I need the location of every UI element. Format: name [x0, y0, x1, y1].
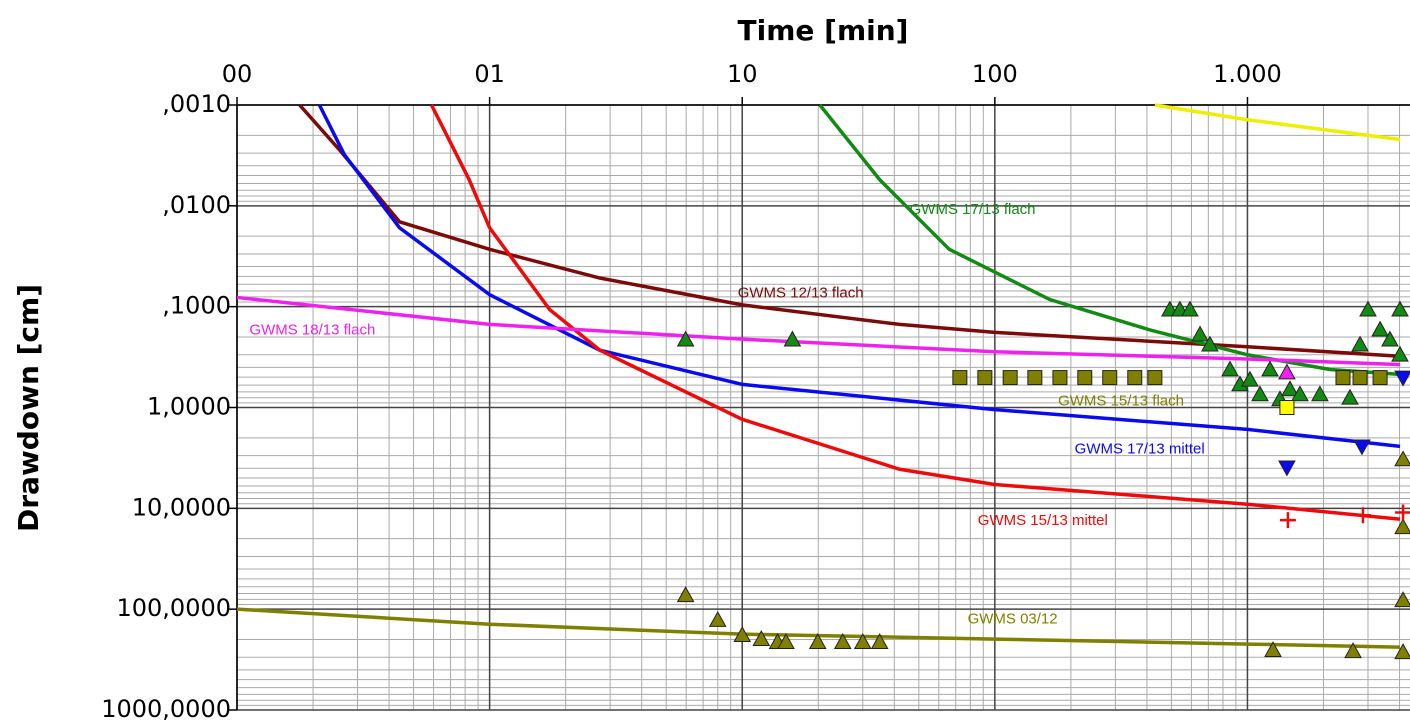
x-tick-label: 01 [474, 60, 505, 88]
marker [1394, 591, 1410, 608]
curve-label: GWMS 03/12 [968, 610, 1058, 627]
y-tick-label: ,1000 [162, 292, 231, 320]
marker [1391, 345, 1409, 362]
marker [1359, 300, 1377, 317]
marker [1251, 385, 1269, 402]
y-axis-label: Drawdown [cm] [12, 284, 45, 532]
marker [1052, 370, 1068, 386]
marker [977, 370, 993, 386]
marker [1394, 370, 1410, 387]
marker [1201, 335, 1219, 352]
marker [1127, 370, 1143, 386]
marker [1344, 642, 1362, 659]
marker [808, 633, 827, 649]
x-tick-label: 10 [727, 60, 758, 88]
marker [1381, 330, 1399, 347]
marker [1352, 370, 1368, 386]
marker [777, 633, 795, 649]
marker [1279, 512, 1296, 529]
marker [1261, 360, 1279, 377]
chart-title: Time [min] [738, 14, 909, 47]
y-tick-label: 1,0000 [147, 393, 231, 421]
x-tick-label: 1.000 [1213, 60, 1282, 88]
marker [1241, 370, 1259, 387]
marker [833, 633, 852, 649]
marker [1341, 388, 1359, 405]
marker [1335, 370, 1351, 386]
marker [853, 633, 872, 649]
marker [1311, 385, 1329, 402]
y-tick-label: 1000,0000 [101, 695, 231, 723]
marker [1278, 363, 1296, 380]
curve-label: GWMS 15/13 mittel [978, 512, 1108, 529]
marker [870, 633, 889, 649]
marker [1395, 504, 1410, 521]
marker [1279, 400, 1295, 415]
marker [783, 330, 802, 347]
marker [1291, 385, 1309, 402]
x-tick-label: 100 [972, 60, 1018, 88]
marker [1191, 325, 1209, 342]
marker [1394, 518, 1410, 535]
marker [1394, 450, 1410, 467]
marker [1027, 370, 1043, 386]
marker [1102, 370, 1118, 386]
series-line [236, 295, 1401, 367]
marker [1264, 641, 1282, 658]
marker [1394, 643, 1410, 660]
series-line [429, 104, 1401, 521]
marker [676, 586, 695, 603]
curve-label: GWMS 15/13 flach [1058, 392, 1184, 409]
marker [1372, 370, 1388, 386]
y-tick-label: ,0100 [162, 191, 231, 219]
curve-label: GWMS 17/13 flach [910, 201, 1036, 218]
series-line [1154, 103, 1401, 142]
curve-label: GWMS 12/13 flach [738, 285, 864, 302]
marker [952, 370, 968, 386]
marker [1391, 300, 1409, 317]
series-line [818, 103, 1401, 377]
marker [708, 610, 727, 627]
marker [733, 626, 752, 643]
marker [1351, 335, 1369, 352]
marker [1278, 460, 1296, 477]
marker [1221, 360, 1239, 377]
marker [1181, 300, 1199, 317]
curve-label: GWMS 17/13 mittel [1075, 440, 1205, 457]
x-tick-label: 00 [222, 60, 253, 88]
marker [1281, 380, 1299, 397]
marker [1147, 370, 1163, 386]
marker [1354, 507, 1371, 524]
marker [1353, 439, 1371, 456]
marker [1371, 320, 1389, 337]
marker [676, 330, 695, 347]
marker [752, 630, 771, 646]
curve-label: GWMS 18/13 flach [249, 322, 375, 339]
y-tick-label: ,0010 [162, 90, 231, 118]
y-tick-label: 10,0000 [132, 493, 231, 521]
marker [1002, 370, 1018, 386]
y-tick-label: 100,0000 [116, 594, 231, 622]
marker [1077, 370, 1093, 386]
